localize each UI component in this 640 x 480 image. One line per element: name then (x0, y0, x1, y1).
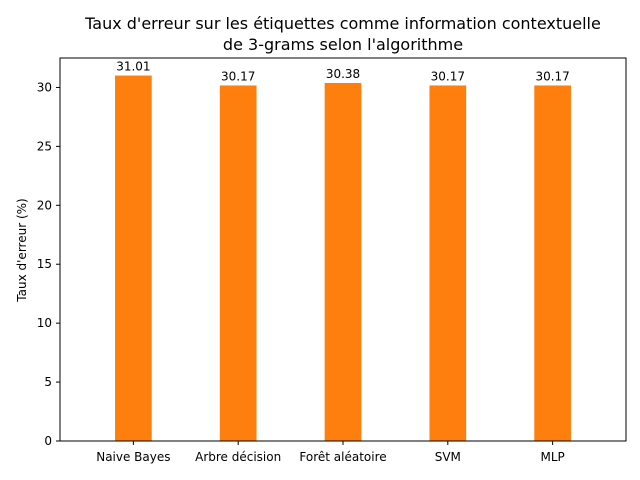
chart-title-line-1: Taux d'erreur sur les étiquettes comme i… (84, 14, 601, 33)
plot-frame (59, 57, 627, 442)
x-tick-label-2: Forêt aléatoire (299, 450, 386, 464)
y-tick-label-6: 30 (37, 80, 52, 94)
bar-3 (429, 85, 467, 441)
data-label-0: 31.01 (116, 60, 150, 74)
x-tick-label-0: Naive Bayes (96, 450, 170, 464)
bar-0 (115, 75, 152, 441)
x-tick-label-4: MLP (540, 450, 564, 464)
bar-1 (219, 85, 257, 441)
x-tick-label-3: SVM (435, 450, 461, 464)
y-tick-label-2: 10 (37, 316, 52, 330)
y-axis-ticks: 0 5 10 15 20 25 30 (37, 80, 60, 448)
y-tick-label-5: 25 (37, 139, 52, 153)
x-axis-ticks: Naive Bayes Arbre décision Forêt aléatoire… (96, 441, 565, 464)
y-tick-label-0: 0 (44, 434, 52, 448)
data-label-1: 30.17 (221, 69, 255, 83)
y-tick-label-1: 5 (44, 375, 52, 389)
data-label-3: 30.17 (431, 69, 465, 83)
x-tick-label-1: Arbre décision (195, 450, 281, 464)
data-label-2: 30.38 (326, 67, 360, 81)
bar-4 (534, 85, 571, 441)
data-labels-group: 31.01 30.17 30.38 30.17 30.17 (116, 60, 570, 84)
chart-title-line-2: de 3-grams selon l'algorithme (223, 35, 463, 54)
y-tick-label-4: 20 (37, 198, 52, 212)
y-tick-label-3: 15 (37, 257, 52, 271)
data-label-4: 30.17 (535, 69, 569, 83)
bars-group (115, 75, 571, 441)
y-axis-label: Taux d'erreur (%) (15, 198, 29, 302)
bar-2 (324, 82, 362, 441)
